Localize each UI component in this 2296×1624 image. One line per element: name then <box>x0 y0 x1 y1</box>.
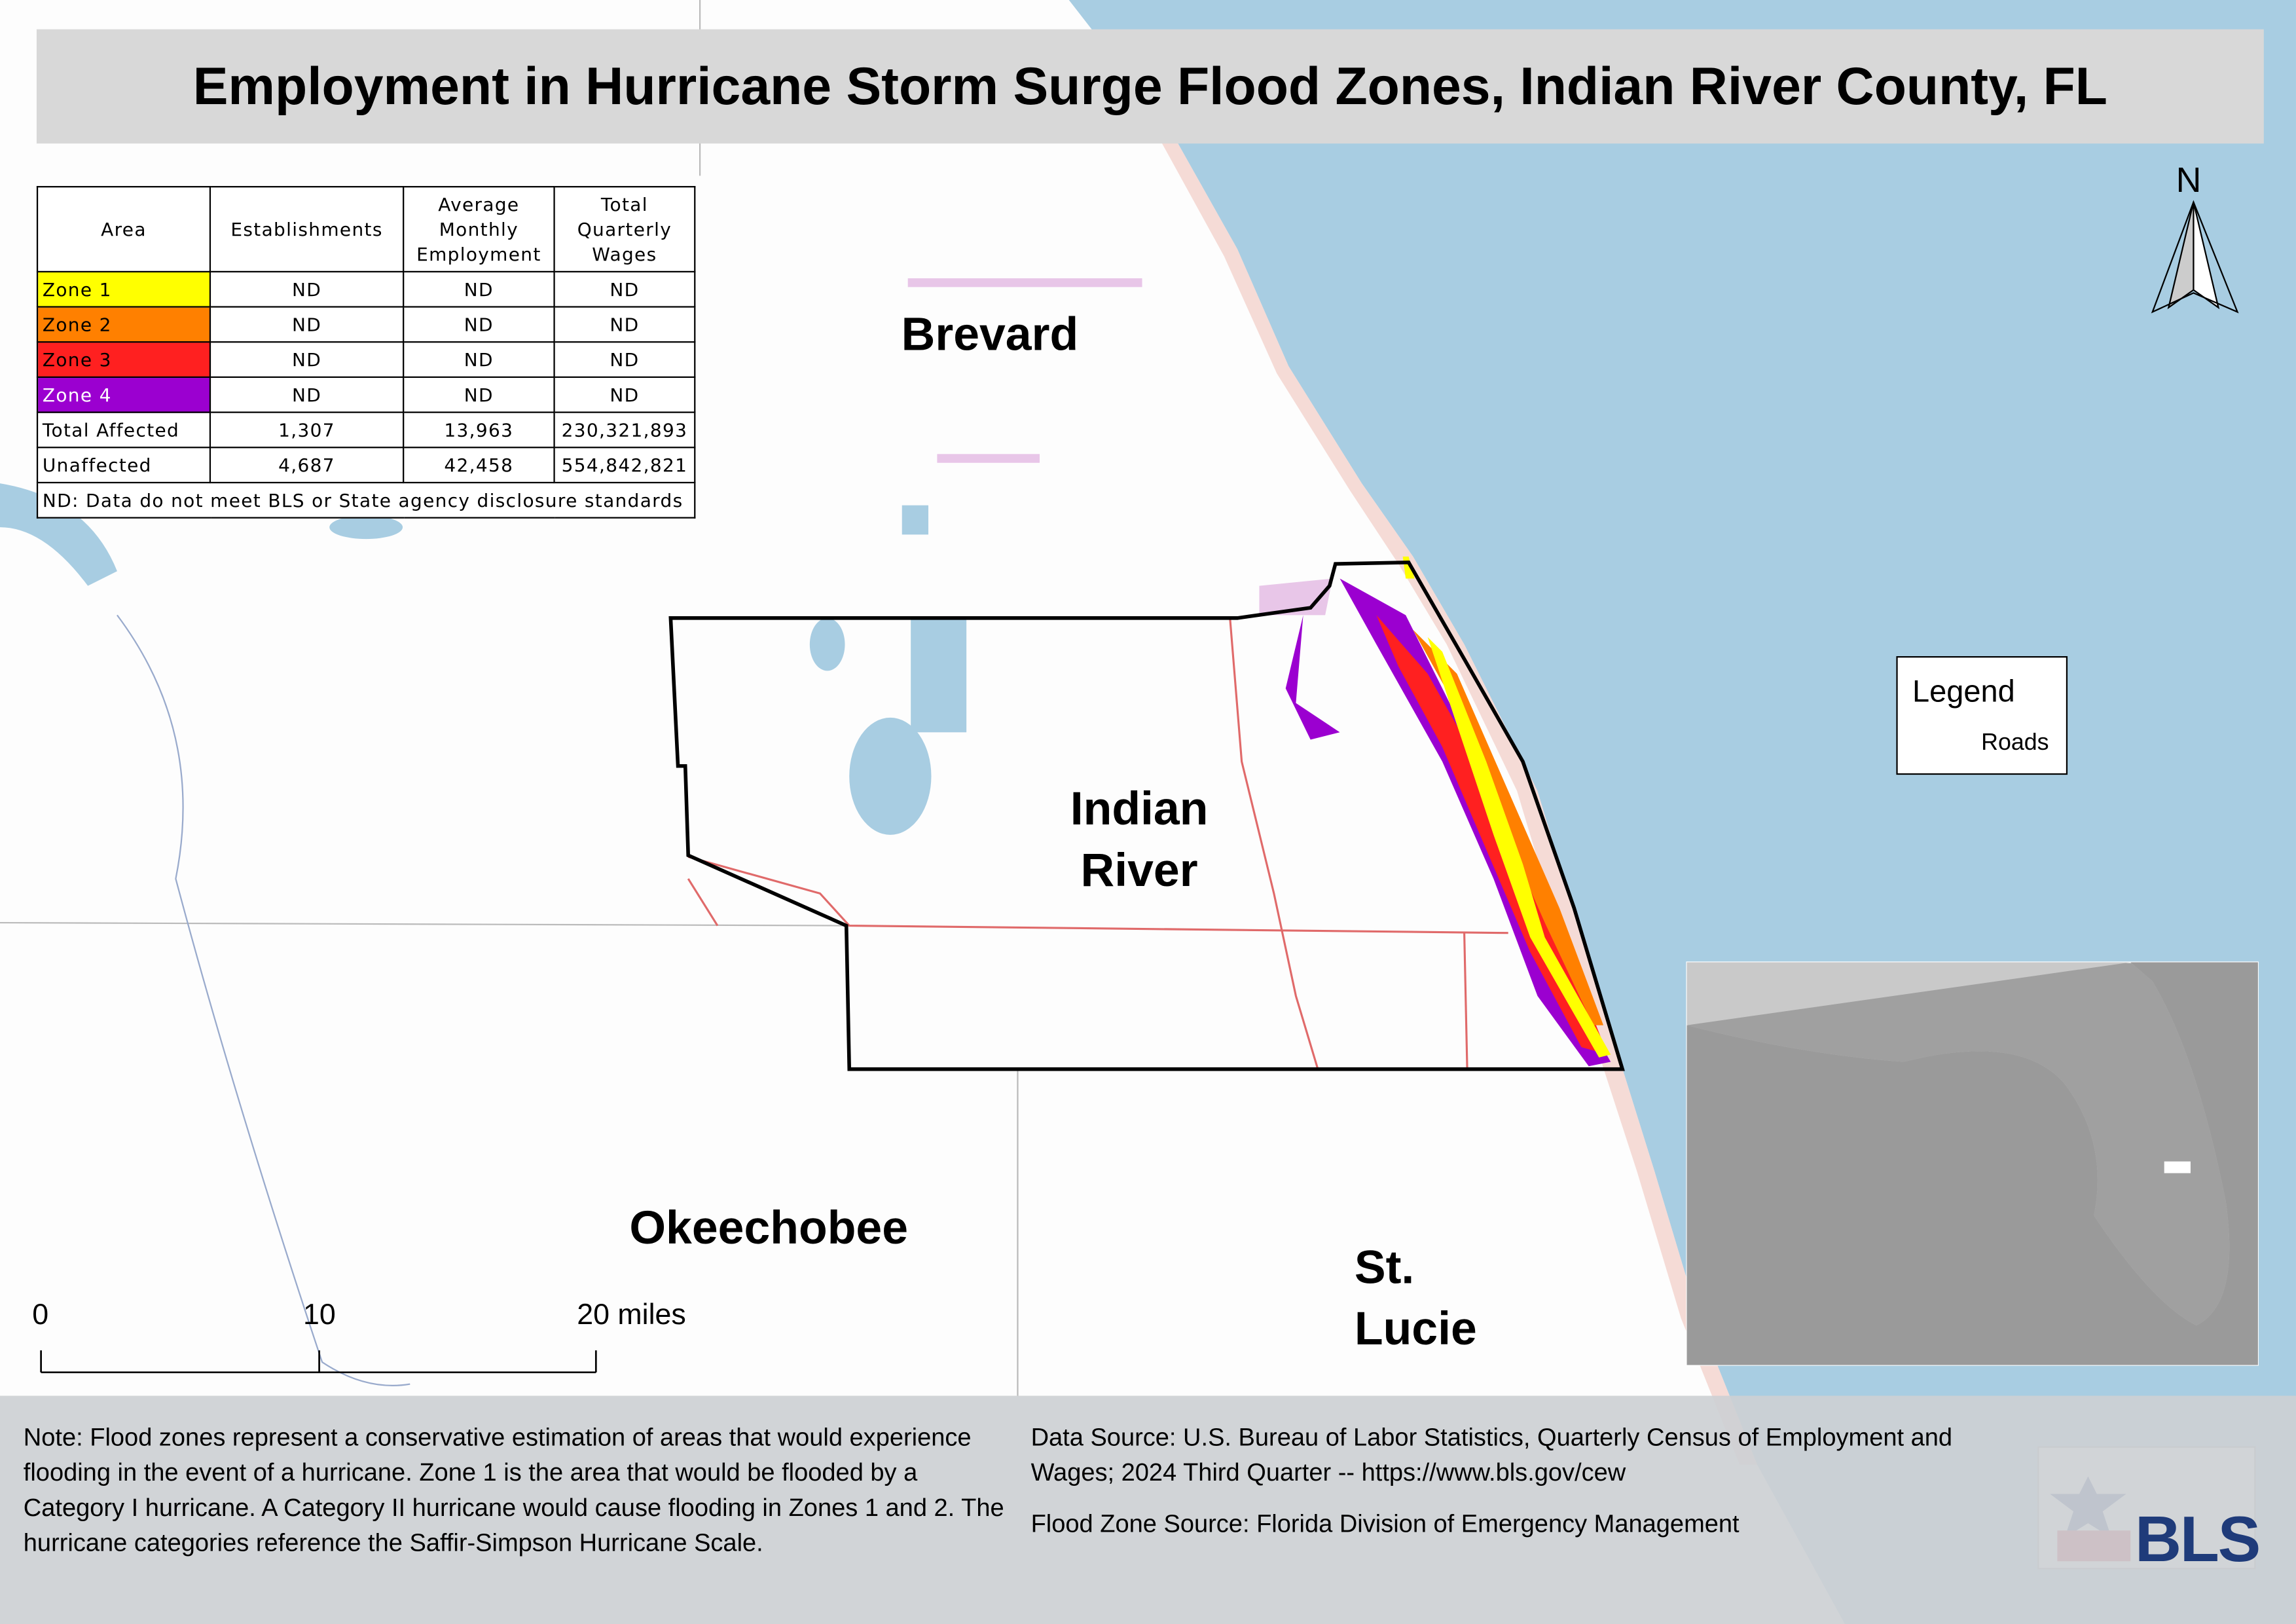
lake <box>0 483 117 586</box>
header-cell: Total Quarterly Wages <box>553 186 696 273</box>
table-row: Zone 3 ND ND ND <box>36 341 696 378</box>
arrow-outline <box>2151 200 2239 314</box>
footnote-row: ND: Data do not meet BLS or State agency… <box>36 481 696 519</box>
table-row: Total Affected 1,307 13,963 230,321,893 <box>36 411 696 449</box>
title: Employment in Hurricane Storm Surge Floo… <box>36 29 2264 144</box>
value-cell: ND <box>209 270 405 308</box>
lakes <box>0 483 967 835</box>
area-cell: Total Affected <box>36 411 211 449</box>
north-label: N <box>2176 161 2202 201</box>
zone-3 <box>1376 615 1608 1055</box>
value-cell: ND <box>403 306 555 343</box>
road <box>687 878 719 927</box>
zone-1 <box>1427 637 1611 1058</box>
county-label: St. Lucie <box>1354 1240 1477 1355</box>
county-label: Indian River <box>1070 782 1209 896</box>
north-arrow <box>2151 200 2239 314</box>
scale-label: 0 <box>32 1299 49 1332</box>
value-cell: 230,321,893 <box>553 411 696 449</box>
flood-zones <box>1285 556 1611 1067</box>
header-cell: Area <box>36 186 211 273</box>
area-cell: Zone 3 <box>36 341 211 378</box>
footnote: ND: Data do not meet BLS or State agency… <box>36 481 696 519</box>
header-cell: Establishments <box>209 186 405 273</box>
data-source: Data Source: U.S. Bureau of Labor Statis… <box>1030 1423 1953 1487</box>
lake <box>849 717 932 835</box>
zone-4 <box>1285 615 1340 740</box>
flood-source: Flood Zone Source: Florida Division of E… <box>1030 1509 1740 1538</box>
table-body: Zone 1 ND ND ND Zone 2 ND ND ND Zone 3 ND ND ND Zone… <box>36 270 696 484</box>
scale-label: 10 <box>302 1299 336 1332</box>
legend: Legend Roads <box>1896 655 2068 775</box>
area-cell: Unaffected <box>36 447 211 484</box>
notes-bar: Note: Flood zones represent a conservati… <box>0 1395 2296 1624</box>
table-row: Zone 2 ND ND ND <box>36 306 696 343</box>
note: Note: Flood zones represent a conservati… <box>23 1423 1004 1557</box>
value-cell: 554,842,821 <box>553 447 696 484</box>
value-cell: ND <box>403 376 555 413</box>
value-cell: ND <box>403 341 555 378</box>
lake <box>809 618 845 671</box>
lake <box>902 505 929 535</box>
road <box>687 855 1508 934</box>
county-label: Brevard <box>901 307 1079 361</box>
value-cell: ND <box>553 341 696 378</box>
summary-table: Area Establishments Average Monthly Empl… <box>36 186 696 519</box>
value-cell: ND <box>209 306 405 343</box>
legend-title: Legend <box>1912 675 2015 709</box>
gulf-inset <box>1686 962 2258 1365</box>
county-outline <box>668 561 1625 1071</box>
value-cell: ND <box>209 376 405 413</box>
road <box>1229 618 1319 1070</box>
logo-text: BLS <box>2134 1504 2261 1576</box>
table-row: Zone 1 ND ND ND <box>36 270 696 308</box>
scale-label: 20 miles <box>577 1299 686 1332</box>
value-cell: ND <box>553 306 696 343</box>
roads <box>687 618 1508 1070</box>
legend-item: Roads <box>1981 731 2049 756</box>
lake <box>329 515 403 540</box>
scale-bar <box>40 1350 597 1374</box>
value-cell: ND <box>553 270 696 308</box>
table-row: Unaffected 4,687 42,458 554,842,821 <box>36 447 696 484</box>
header-cell: Average Monthly Employment <box>403 186 555 273</box>
value-cell: ND <box>553 376 696 413</box>
value-cell: 4,687 <box>209 447 405 484</box>
inset-map <box>1686 961 2259 1366</box>
inset-highlight <box>2164 1161 2191 1173</box>
road <box>1463 932 1468 1069</box>
value-cell: 42,458 <box>403 447 555 484</box>
area-cell: Zone 2 <box>36 306 211 343</box>
county-label: Okeechobee <box>629 1201 909 1254</box>
table-row: Zone 4 ND ND ND <box>36 376 696 413</box>
area-cell: Zone 4 <box>36 376 211 413</box>
lake <box>911 618 967 733</box>
header-row: Area Establishments Average Monthly Empl… <box>36 186 696 273</box>
value-cell: 1,307 <box>209 411 405 449</box>
urban <box>907 278 1142 287</box>
value-cell: ND <box>403 270 555 308</box>
value-cell: 13,963 <box>403 411 555 449</box>
area-cell: Zone 1 <box>36 270 211 308</box>
value-cell: ND <box>209 341 405 378</box>
boundary <box>0 921 850 927</box>
urban <box>937 454 1040 463</box>
